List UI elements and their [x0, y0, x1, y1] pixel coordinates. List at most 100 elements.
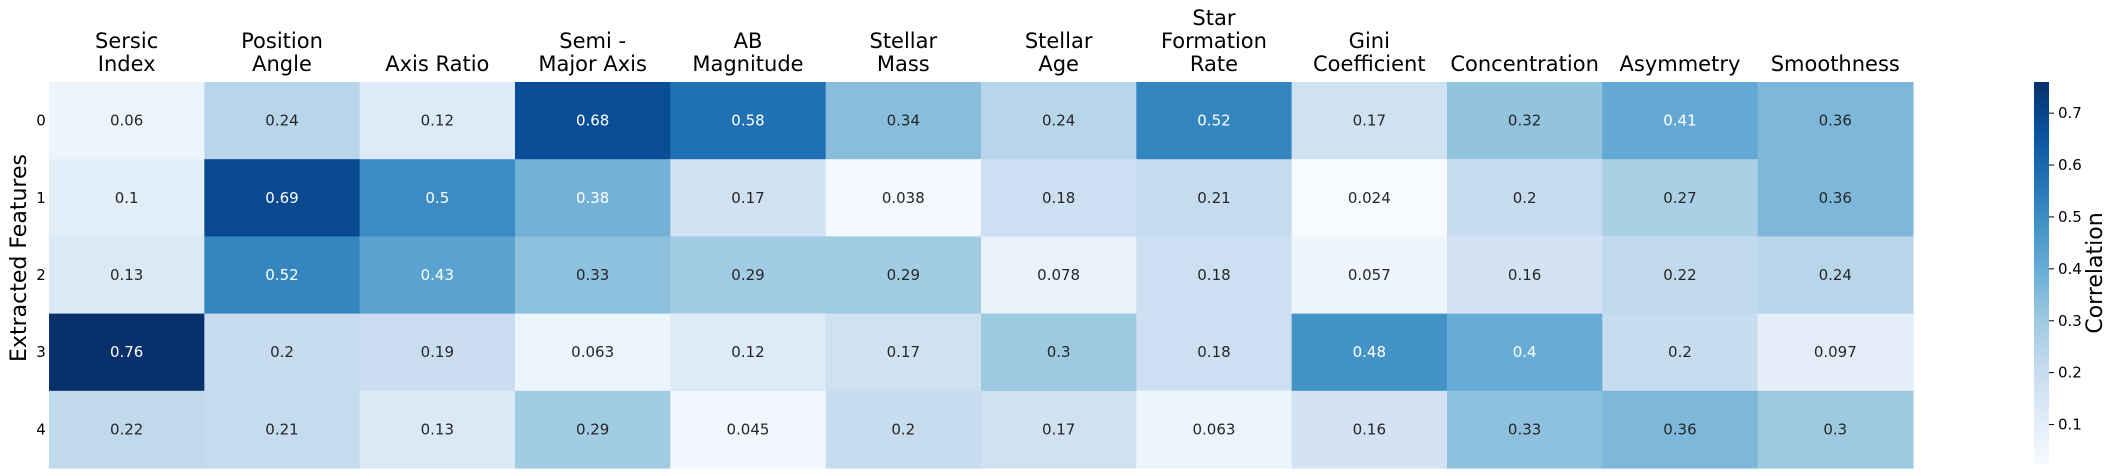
heatmap-cell: [1602, 82, 1759, 160]
cell-value-label: 0.58: [731, 112, 764, 130]
heatmap-cell: [670, 82, 827, 160]
heatmap-cell: [49, 236, 205, 315]
colorbar-tick-label: 0.1: [2058, 416, 2082, 434]
cell-value-label: 0.4: [1513, 343, 1537, 361]
cell-value-label: 0.12: [421, 112, 454, 130]
heatmap-cell: [514, 159, 671, 237]
heatmap-cell: [1757, 236, 1914, 315]
heatmap-cell: [980, 82, 1137, 160]
heatmap-cell: [204, 313, 361, 392]
cell-value-label: 0.045: [727, 420, 770, 438]
cell-value-label: 0.057: [1348, 266, 1391, 284]
heatmap-cell: [359, 236, 516, 315]
colorbar-gradient: [2034, 82, 2049, 464]
colorbar-tick-label: 0.5: [2058, 208, 2082, 226]
cell-value-label: 0.17: [887, 343, 920, 361]
heatmap-cell: [670, 236, 827, 315]
heatmap-cell: [825, 82, 982, 160]
cell-value-label: 0.34: [887, 112, 920, 130]
column-label: Gini Coefficient: [1313, 29, 1426, 76]
colorbar-tick-label: 0.4: [2058, 260, 2082, 278]
cell-value-label: 0.063: [571, 343, 614, 361]
column-label: Axis Ratio: [385, 52, 489, 76]
heatmap-cell: [359, 82, 516, 160]
cell-value-label: 0.5: [425, 189, 449, 207]
column-label: Smoothness: [1771, 52, 1900, 76]
heatmap-cell: [514, 82, 671, 160]
colorbar-tick-label: 0.6: [2058, 156, 2082, 174]
heatmap-cell: [1757, 390, 1914, 469]
row-labels: 0 1 2 3 4: [36, 112, 46, 439]
heatmap-cell: [1446, 313, 1603, 392]
heatmap-cell: [1291, 82, 1448, 160]
cell-value-label: 0.41: [1663, 112, 1696, 130]
cell-value-label: 0.17: [731, 189, 764, 207]
column-label: AB Magnitude: [692, 29, 803, 76]
column-label: Stellar Mass: [869, 29, 937, 76]
heatmap-cell: [1291, 159, 1448, 237]
row-label: 2: [36, 266, 46, 284]
heatmap-cell: [1136, 82, 1293, 160]
cell-value-label: 0.36: [1819, 189, 1852, 207]
heatmap-cell: [204, 159, 361, 237]
cell-value-label: 0.2: [270, 343, 294, 361]
cell-value-label: 0.24: [1819, 266, 1852, 284]
cell-value-label: 0.2: [1513, 189, 1537, 207]
heatmap-cell: [980, 236, 1137, 315]
cell-value-label: 0.29: [576, 420, 609, 438]
heatmap-cell: [514, 390, 671, 469]
cell-value-label: 0.27: [1663, 189, 1696, 207]
heatmap-cell: [514, 236, 671, 315]
heatmap-cell: [1602, 313, 1759, 392]
colorbar-tick-label: 0.7: [2058, 104, 2082, 122]
colorbar: 0.1 0.2 0.3 0.4 0.5 0.6 0.7 Correlation: [2034, 82, 2108, 464]
cell-value-label: 0.18: [1197, 266, 1230, 284]
cell-value-label: 0.29: [887, 266, 920, 284]
cell-value-label: 0.2: [1668, 343, 1692, 361]
cell-value-label: 0.32: [1508, 112, 1541, 130]
cell-value-label: 0.16: [1508, 266, 1541, 284]
row-label: 4: [36, 420, 46, 438]
cell-value-label: 0.69: [265, 189, 298, 207]
cell-value-label: 0.52: [265, 266, 298, 284]
heatmap-cell: [1602, 159, 1759, 237]
cell-value-label: 0.43: [421, 266, 454, 284]
cell-value-label: 0.097: [1814, 343, 1857, 361]
cell-value-label: 0.13: [421, 420, 454, 438]
cell-value-label: 0.18: [1042, 189, 1075, 207]
heatmap-cell: [670, 390, 827, 469]
heatmap-cell: [1291, 236, 1448, 315]
heatmap-cell: [670, 313, 827, 392]
heatmap-cell: [359, 313, 516, 392]
cell-value-label: 0.2: [891, 420, 915, 438]
cell-value-label: 0.21: [1197, 189, 1230, 207]
heatmap-cell: [204, 390, 361, 469]
cell-value-label: 0.38: [576, 189, 609, 207]
heatmap-cells: 0.06 0.24 0.12 0.68 0.58 0.34 0.24 0.52 0.17 0.32…: [49, 82, 1914, 469]
cell-value-label: 0.16: [1353, 420, 1386, 438]
heatmap-cell: [825, 313, 982, 392]
heatmap-cell: [1136, 236, 1293, 315]
colorbar-tick-label: 0.3: [2058, 312, 2082, 330]
cell-value-label: 0.21: [265, 420, 298, 438]
heatmap-cell: [1446, 159, 1603, 237]
cell-value-label: 0.024: [1348, 189, 1391, 207]
cell-value-label: 0.3: [1823, 420, 1847, 438]
heatmap-cell: [49, 390, 205, 469]
cell-value-label: 0.48: [1353, 343, 1386, 361]
colorbar-ticks: 0.1 0.2 0.3 0.4 0.5 0.6 0.7: [2049, 104, 2082, 434]
column-label: Semi -Major Axis: [538, 29, 647, 76]
heatmap-cell: [514, 313, 671, 392]
cell-value-label: 0.33: [1508, 420, 1541, 438]
cell-value-label: 0.33: [576, 266, 609, 284]
column-label: Sersic Index: [95, 29, 158, 76]
cell-value-label: 0.22: [1663, 266, 1696, 284]
heatmap-cell: [49, 82, 205, 160]
column-label: Position Angle: [241, 29, 323, 76]
heatmap-cell: [980, 390, 1137, 469]
column-label: Asymmetry: [1620, 52, 1741, 76]
cell-value-label: 0.36: [1663, 420, 1696, 438]
column-label: Concentration: [1450, 52, 1599, 76]
heatmap-cell: [1291, 313, 1448, 392]
heatmap-cell: [825, 236, 982, 315]
